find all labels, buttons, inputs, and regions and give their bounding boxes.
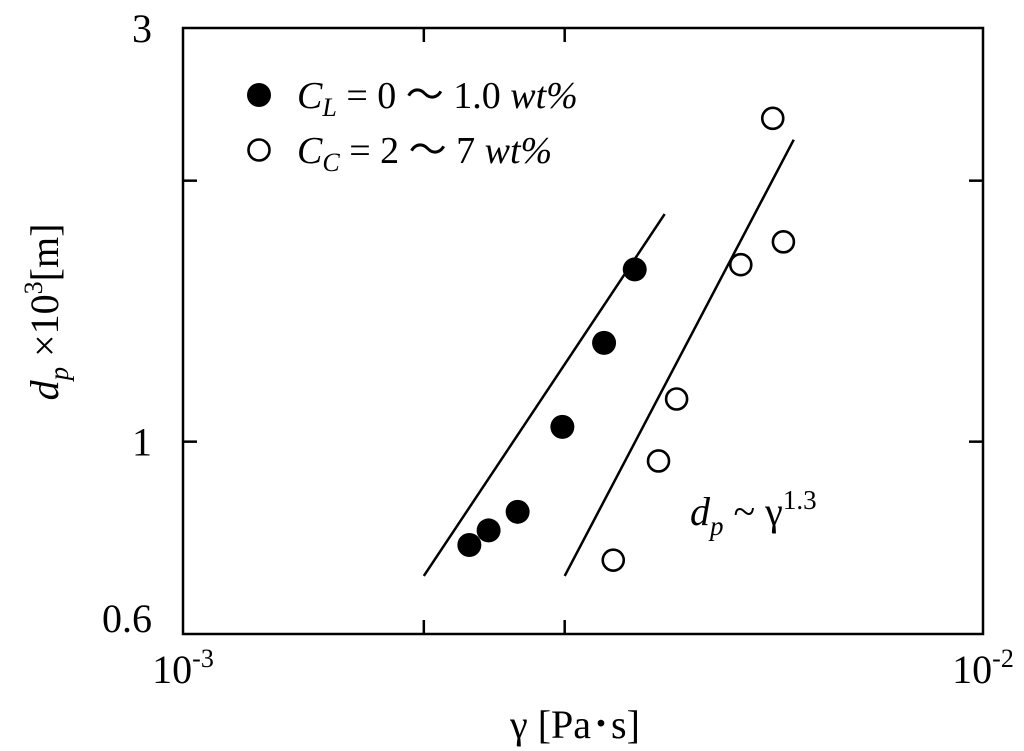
open-data-point <box>646 449 671 473</box>
open-data-point <box>664 387 689 411</box>
open-data-point <box>601 548 626 572</box>
filled-data-point <box>622 257 647 282</box>
tick-labels: 3 1 0.610-3 10-2 <box>102 6 1014 692</box>
axis-labels: γ [Pa･s] dp ×103[m] <box>19 224 640 747</box>
legend-marker-filled <box>247 83 271 107</box>
x-axis-label: γ [Pa･s] <box>509 702 640 747</box>
filled-data-point <box>457 532 482 557</box>
legend: CL = 0 ～ 1.0 wt% CC = 2 ～ 7 wt% <box>247 75 578 177</box>
open-data-point <box>760 106 785 131</box>
y-tick-label: 3 <box>132 6 152 51</box>
filled-data-point <box>505 499 530 524</box>
plot-frame <box>181 26 985 636</box>
ticks <box>183 28 983 634</box>
annotation: dp ~ γ1.3 <box>690 485 817 541</box>
scaling-annotation: dp ~ γ1.3 <box>690 485 817 541</box>
x-tick-label: 10-3 <box>152 644 214 692</box>
legend-marker-open <box>247 138 271 162</box>
open-data-point <box>771 230 796 254</box>
filled-data-point <box>550 414 575 439</box>
y-tick-label: 1 <box>132 420 152 465</box>
fit-line-2 <box>563 139 795 577</box>
x-tick-label: 10-2 <box>952 644 1014 692</box>
open-data-point <box>728 252 753 277</box>
y-axis-label: dp ×103[m] <box>19 224 74 401</box>
legend-label-1: CL = 0 ～ 1.0 wt% <box>297 75 578 122</box>
data-points <box>457 106 796 572</box>
legend-label-2: CC = 2 ～ 7 wt% <box>297 130 552 177</box>
filled-data-point <box>476 518 501 543</box>
filled-data-point <box>592 330 617 355</box>
y-tick-label: 0.6 <box>102 596 152 641</box>
